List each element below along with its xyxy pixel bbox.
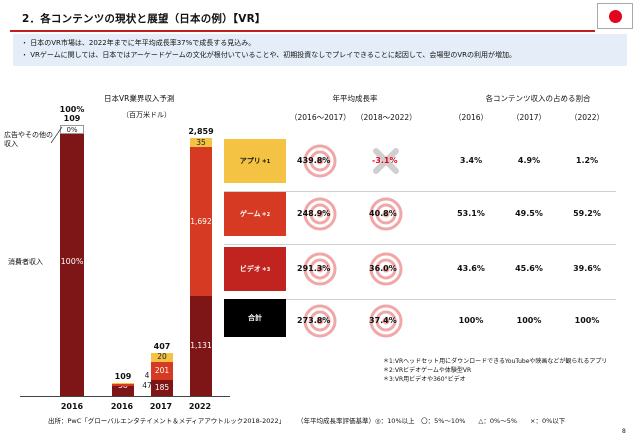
share-2016-app: 3.4% (459, 156, 483, 165)
cagr1-game: 248.9% (297, 209, 331, 218)
share-segment-ad-label: 0% (66, 126, 78, 134)
row-label-note: ＊2 (261, 211, 271, 218)
summary-box: ・ 日本のVR市場は、2022年までに年平均成長率37%で成長する見込み。 ・ … (13, 34, 627, 66)
rating-legend: （年平均成長率評価基準）◎：10%以上 〇：5%～10% △：0%～5% ×：0… (297, 417, 566, 425)
share-2022-video: 39.6% (573, 264, 601, 273)
share-year-2022: （2022） (569, 113, 605, 122)
row-divider (224, 244, 616, 245)
share-2016-total: 100% (458, 316, 484, 325)
x-axis-line (20, 396, 230, 397)
mark-video-cagr2-double-circle-icon (369, 252, 403, 286)
bar-2016-app (112, 383, 134, 384)
mark-game-cagr2-double-circle-icon (369, 197, 403, 231)
cagr-period-2: （2018～2022） (356, 113, 417, 122)
footnote-1: ＊1:VRヘッドセット用にダウンロードできるYouTubeや映画などが観られるア… (383, 358, 608, 365)
share-segment-consumer: 100% (60, 134, 84, 396)
x-tick-0: 2016 (60, 402, 84, 411)
bar-total-2016: 109 (114, 372, 132, 381)
bar-label-2017-game: 201 (154, 365, 170, 375)
flag-sun (609, 10, 622, 23)
footnote-3: ＊3:VR用ビデオや360°ビデオ (383, 376, 466, 383)
footnote-2: ＊2:VRビデオゲームや体験型VR (383, 367, 472, 374)
bar-2016-game (112, 384, 134, 386)
cagr2-game: 40.8% (369, 209, 397, 218)
share-year-2017: （2017） (511, 113, 547, 122)
bar-total-2017: 407 (153, 341, 171, 351)
row-label-text: 合計 (248, 314, 262, 322)
row-label-video: ビデオ ＊3 (224, 247, 286, 291)
share-2017-app: 4.9% (517, 156, 541, 165)
share-2017-total: 100% (516, 316, 542, 325)
cagr1-app: 439.8% (297, 156, 331, 165)
bar-2017-app (151, 352, 173, 362)
mark-app-cagr1-double-circle-icon (303, 144, 337, 178)
share-header: 各コンテンツ収入の占める割合 (485, 94, 591, 103)
page-title: 2．各コンテンツの現状と展望（日本の例）【VR】 (22, 13, 266, 25)
share-total-value: 109 (63, 114, 81, 123)
share-2016-video: 43.6% (457, 264, 485, 273)
share-2022-app: 1.2% (575, 156, 599, 165)
share-2022-game: 59.2% (573, 209, 601, 218)
bar-label-2016-app: 4 (144, 371, 150, 380)
japan-flag-icon (597, 3, 633, 29)
bar-2017-game (151, 361, 173, 380)
row-label-app: アプリ ＊1 (224, 139, 286, 183)
mark-video-cagr1-double-circle-icon (303, 252, 337, 286)
summary-bullet-2: ・ VRゲームに関しては、日本ではアーケードゲームの文化が根付いていることや、初… (21, 51, 517, 59)
bar-label-2022-game: 1,692 (190, 216, 212, 226)
x-tick-2: 2017 (149, 402, 173, 411)
cagr2-app: -3.1% (372, 156, 398, 165)
row-label-note: ＊1 (261, 158, 271, 165)
cagr-header: 年平均成長率 (332, 94, 378, 103)
bar-label-2022-consumer: 1,131 (190, 341, 212, 351)
bar-label-2022-app: 35 (196, 137, 206, 147)
bar-2016-consumer (112, 386, 134, 396)
bar-2022-app (190, 138, 212, 148)
cagr-period-1: （2016～2017） (290, 113, 351, 122)
chart-unit-label: （百万米ドル） (122, 111, 171, 119)
mark-game-cagr1-double-circle-icon (303, 197, 337, 231)
bar-total-2022: 2,859 (188, 127, 214, 137)
y-label-ad: 広告やその他の収入 (4, 131, 53, 148)
cagr1-video: 291.3% (297, 264, 331, 273)
row-label-total: 合計 (224, 299, 286, 337)
row-divider (224, 191, 616, 192)
y-label-consumer: 消費者収入 (8, 258, 43, 266)
row-label-text: ゲーム (239, 210, 261, 218)
bar-label-2017-consumer: 185 (154, 382, 170, 392)
share-2017-game: 49.5% (515, 209, 543, 218)
share-2017-video: 45.6% (515, 264, 543, 273)
share-segment-consumer-label: 100% (60, 257, 84, 266)
footnotes: ＊1:VRヘッドセット用にダウンロードできるYouTubeや映画などが観られるア… (383, 357, 607, 384)
summary-bullet-1: ・ 日本のVR市場は、2022年までに年平均成長率37%で成長する見込み。 (21, 39, 256, 47)
row-label-text: ビデオ (239, 265, 261, 273)
cagr2-video: 36.0% (369, 264, 397, 273)
row-divider (224, 299, 616, 300)
cagr2-total: 37.4% (369, 316, 397, 325)
row-label-game: ゲーム ＊2 (224, 192, 286, 236)
page-number: 8 (622, 428, 626, 435)
mark-total-cagr1-double-circle-icon (303, 304, 337, 338)
bar-2022-game (190, 147, 212, 297)
source-note: 出所：PwC「グローバルエンタテイメント＆メディアアウトルック2018-2022… (48, 417, 286, 425)
chart-title: 日本VR業界収入予測 (104, 94, 175, 103)
ad-leader-line (50, 126, 63, 144)
share-total-pct: 100% (59, 105, 85, 114)
share-year-2016: （2016） (453, 113, 489, 122)
bar-label-2017-app: 20 (157, 352, 167, 362)
bar-label-2016-game: 47 (142, 381, 152, 390)
share-2016-game: 53.1% (457, 209, 485, 218)
mark-app-cagr2-cross-icon (369, 144, 403, 178)
share-2022-total: 100% (574, 316, 600, 325)
x-tick-1: 2016 (110, 402, 134, 411)
cagr1-total: 273.8% (297, 316, 331, 325)
title-underline (10, 30, 595, 32)
row-label-text: アプリ (239, 157, 261, 165)
bar-2017-consumer (151, 379, 173, 396)
x-tick-3: 2022 (188, 402, 212, 411)
bar-2022-consumer (190, 296, 212, 396)
mark-total-cagr2-double-circle-icon (369, 304, 403, 338)
row-label-note: ＊3 (261, 266, 271, 273)
